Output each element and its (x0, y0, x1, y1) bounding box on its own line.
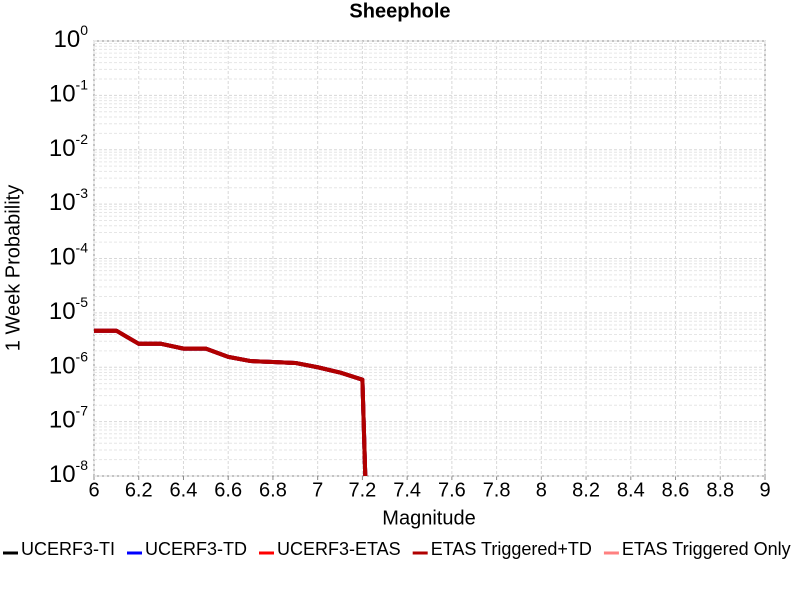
lines (94, 328, 368, 476)
legend-label: ETAS Triggered+TD (431, 539, 592, 559)
legend-item: ETAS Triggered+TD (412, 539, 592, 559)
x-tick-label: 6.8 (259, 479, 287, 501)
x-tick-label: 7.2 (348, 479, 376, 501)
y-axis-label: 1 Week Probability (2, 185, 24, 351)
chart-title: Sheephole (349, 0, 450, 22)
legend: UCERF3-TI UCERF3-TD UCERF3-ETAS ETAS Trigge… (3, 539, 791, 559)
legend-label: UCERF3-ETAS (277, 539, 401, 559)
legend-item: UCERF3-TD (127, 539, 247, 559)
x-tick-label: 6.6 (214, 479, 242, 501)
x-tick-label: 8.2 (572, 479, 600, 501)
legend-label: UCERF3-TI (21, 539, 115, 559)
legend-label: UCERF3-TD (145, 539, 247, 559)
y-tick-label: 10-3 (49, 185, 88, 217)
legend-item: UCERF3-ETAS (259, 539, 401, 559)
y-tick-label: 10-1 (49, 76, 88, 108)
x-tick-label: 7.6 (438, 479, 466, 501)
x-tick-label: 8.6 (662, 479, 690, 501)
x-tick-label: 8 (536, 479, 547, 501)
legend-item: ETAS Triggered Only (603, 539, 791, 559)
x-tick-label: 7 (312, 479, 323, 501)
x-tick-label: 6.2 (125, 479, 153, 501)
x-tick-label: 7.4 (393, 479, 421, 501)
x-tick-label: 6 (88, 479, 99, 501)
y-tick-label: 100 (54, 22, 89, 54)
y-tick-label: 10-5 (49, 294, 88, 326)
y-tick-label: 10-6 (49, 348, 88, 380)
x-tick-label: 9 (759, 479, 770, 501)
x-tick-label: 6.4 (170, 479, 198, 501)
x-tick-label: 8.4 (617, 479, 645, 501)
legend-label: ETAS Triggered Only (622, 539, 791, 559)
y-tick-label: 10-2 (49, 130, 88, 162)
x-tick-label: 8.8 (706, 479, 734, 501)
x-axis-label: Magnitude (382, 507, 475, 529)
y-tick-label: 10-8 (49, 457, 88, 489)
legend-item: UCERF3-TI (3, 539, 115, 559)
x-tick-label: 7.8 (483, 479, 511, 501)
y-tick-label: 10-7 (49, 402, 88, 434)
y-tick-label: 10-4 (49, 239, 88, 271)
grid (93, 40, 766, 480)
series-line (94, 328, 368, 476)
